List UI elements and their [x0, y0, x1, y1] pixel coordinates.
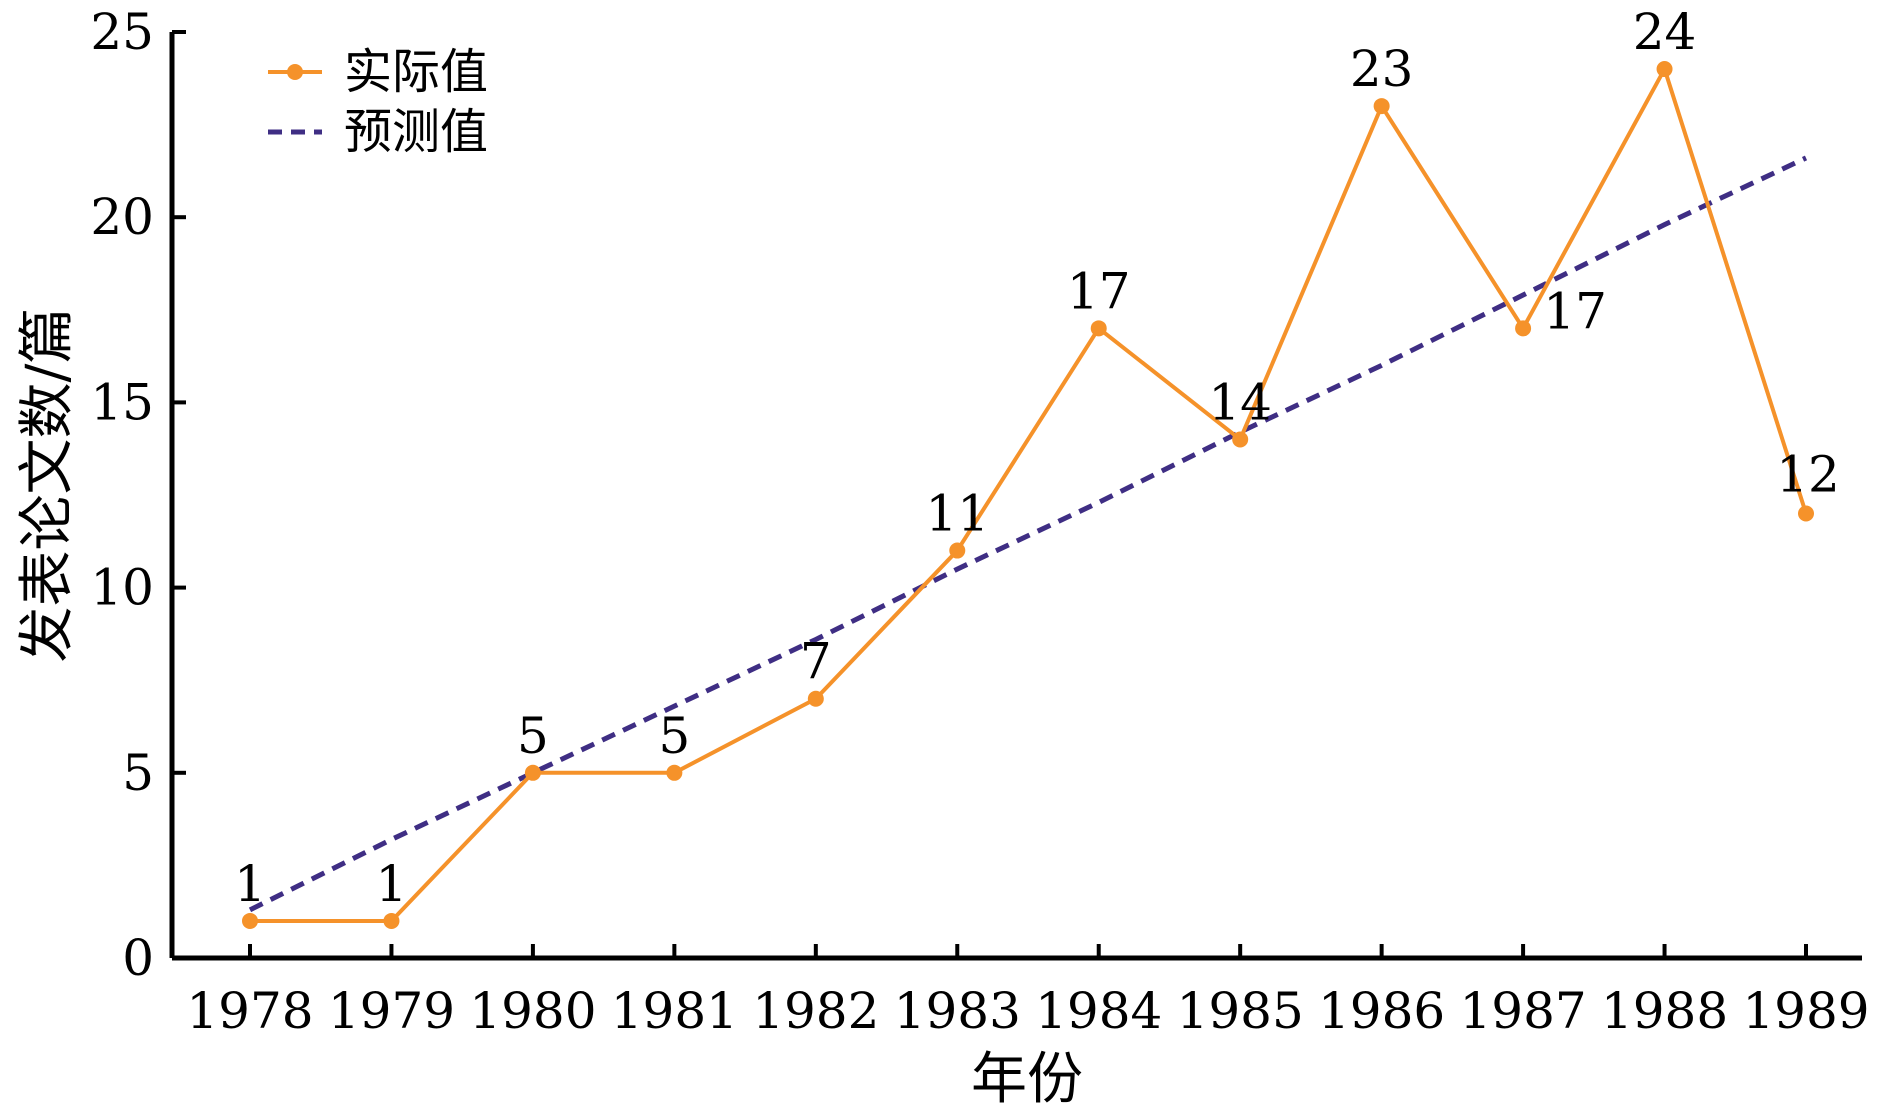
data-point-actual	[666, 764, 683, 781]
data-point-actual	[1373, 98, 1390, 115]
data-label: 17	[1543, 282, 1607, 340]
data-label: 14	[1208, 373, 1272, 431]
data-label: 11	[925, 485, 989, 543]
axes	[169, 32, 1862, 961]
y-tick-label: 25	[90, 3, 154, 61]
x-tick-label: 1984	[1035, 982, 1162, 1040]
y-tick-label: 15	[90, 373, 154, 431]
data-point-actual	[1515, 320, 1532, 337]
x-ticks: 1978 1979 1980 1981 1982 1983 1984 1985 1986 1987…	[186, 944, 1870, 1040]
y-ticks: 0 5 10 15 20 25	[90, 3, 186, 987]
x-tick-label: 1980	[469, 982, 596, 1040]
x-tick-label: 1979	[328, 982, 455, 1040]
data-point-actual	[1798, 505, 1814, 522]
x-tick-label: 1987	[1459, 982, 1586, 1040]
y-tick-label: 0	[122, 929, 154, 987]
x-tick-label: 1981	[611, 982, 738, 1040]
data-point-actual	[949, 542, 966, 559]
data-label: 1	[376, 855, 408, 913]
data-label: 5	[517, 707, 549, 765]
legend: 实际值 预测值	[268, 44, 488, 160]
data-label: 5	[658, 707, 690, 765]
series-line-actual	[250, 67, 1808, 923]
data-label: 12	[1776, 446, 1840, 504]
data-point-actual	[524, 764, 541, 781]
x-tick-label: 1985	[1177, 982, 1304, 1040]
x-axis-title: 年份	[971, 1047, 1083, 1112]
data-label: 1	[234, 855, 266, 913]
series-line-forecast	[248, 155, 1808, 913]
x-tick-label: 1989	[1742, 982, 1869, 1040]
series-layer	[242, 61, 1814, 929]
data-point-actual	[242, 912, 258, 929]
data-point-actual	[1090, 320, 1107, 337]
data-label: 7	[800, 633, 832, 691]
y-tick-label: 5	[122, 744, 154, 802]
legend-marker-actual	[287, 64, 303, 80]
x-tick-label: 1983	[894, 982, 1021, 1040]
data-label: 17	[1067, 262, 1131, 320]
data-point-actual	[383, 912, 400, 929]
legend-label-forecast: 预测值	[344, 104, 488, 160]
y-tick-label: 20	[90, 188, 154, 246]
legend-label-actual: 实际值	[344, 44, 488, 100]
x-tick-label: 1988	[1601, 982, 1728, 1040]
data-point-actual	[1232, 431, 1249, 448]
data-point-actual	[1656, 61, 1673, 78]
x-tick-label: 1982	[752, 982, 879, 1040]
x-tick-label: 1978	[186, 982, 313, 1040]
data-label: 23	[1350, 40, 1414, 98]
data-point-actual	[807, 690, 824, 707]
y-tick-label: 10	[90, 559, 154, 617]
data-label: 24	[1633, 3, 1697, 61]
x-tick-label: 1986	[1318, 982, 1445, 1040]
y-axis-title: 发表论文数/篇	[15, 308, 80, 663]
